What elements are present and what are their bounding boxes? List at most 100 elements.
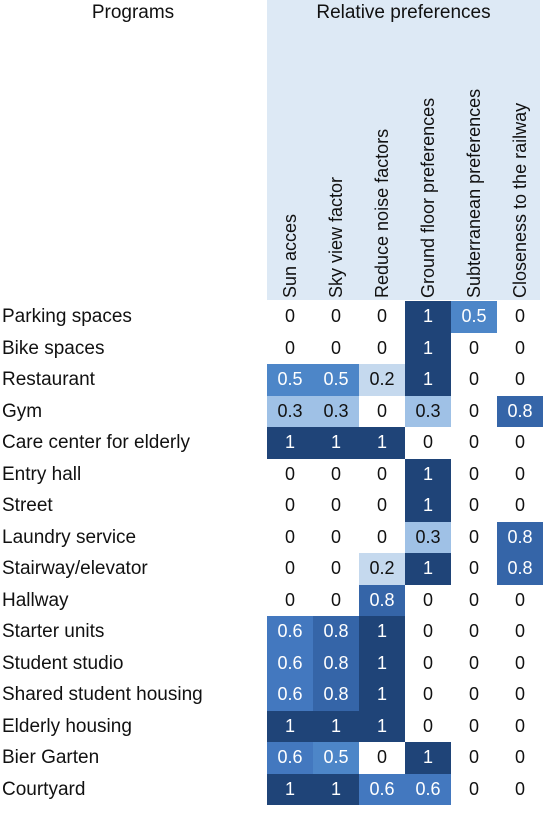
heatmap-cell: 0.3 xyxy=(405,522,451,554)
heatmap-cell: 0.6 xyxy=(267,648,313,680)
heatmap-cell: 0.8 xyxy=(497,522,543,554)
row-label: Bier Garten xyxy=(2,742,99,773)
heatmap-cell: 0 xyxy=(405,648,451,680)
heatmap-cell: 0 xyxy=(359,301,405,333)
heatmap-cell: 0.3 xyxy=(405,396,451,428)
relative-preferences-header: Relative preferences xyxy=(267,2,540,24)
heatmap-cell: 1 xyxy=(359,616,405,648)
heatmap-cell: 0 xyxy=(267,522,313,554)
heatmap-cell: 0.6 xyxy=(405,774,451,806)
heatmap-cell: 1 xyxy=(405,301,451,333)
heatmap-cell: 0 xyxy=(451,396,497,428)
heatmap-cell: 0 xyxy=(497,774,543,806)
heatmap-cell: 0 xyxy=(405,616,451,648)
heatmap-cell: 0.5 xyxy=(313,364,359,396)
heatmap-cell: 0 xyxy=(497,585,543,617)
heatmap-cell: 1 xyxy=(359,427,405,459)
row-label: Gym xyxy=(2,396,42,427)
heatmap-cell: 0.3 xyxy=(267,396,313,428)
heatmap-cell: 0 xyxy=(267,301,313,333)
heatmap-cell: 0 xyxy=(359,742,405,774)
column-label-1: Sun acces xyxy=(278,214,302,298)
heatmap-cell: 1 xyxy=(267,427,313,459)
heatmap-cell: 0.2 xyxy=(359,553,405,585)
heatmap-cell: 0.8 xyxy=(497,396,543,428)
heatmap-cell: 0.8 xyxy=(359,585,405,617)
heatmap-cell: 0.6 xyxy=(359,774,405,806)
heatmap-cell: 0 xyxy=(451,427,497,459)
heatmap-cell: 0 xyxy=(313,490,359,522)
heatmap-cell: 0 xyxy=(313,585,359,617)
row-label: Street xyxy=(2,490,53,521)
heatmap-cell: 1 xyxy=(405,364,451,396)
row-label: Starter units xyxy=(2,616,104,647)
heatmap-cell: 0 xyxy=(359,333,405,365)
heatmap-cell: 0 xyxy=(359,522,405,554)
column-label-4: Ground floor preferences xyxy=(416,98,440,298)
heatmap-cell: 0 xyxy=(497,364,543,396)
heatmap-cell: 0.8 xyxy=(313,679,359,711)
heatmap-cell: 0 xyxy=(451,742,497,774)
row-label: Care center for elderly xyxy=(2,427,190,458)
heatmap-cell: 0 xyxy=(497,301,543,333)
heatmap-cell: 1 xyxy=(359,711,405,743)
row-label: Entry hall xyxy=(2,459,81,490)
heatmap-cell: 0 xyxy=(497,333,543,365)
heatmap-cell: 1 xyxy=(405,459,451,491)
heatmap-cell: 0 xyxy=(313,522,359,554)
heatmap-cell: 0 xyxy=(451,459,497,491)
heatmap-cell: 0.2 xyxy=(359,364,405,396)
heatmap-cell: 0 xyxy=(497,711,543,743)
heatmap-cell: 0 xyxy=(451,648,497,680)
column-label-2: Sky view factor xyxy=(324,177,348,298)
heatmap-cell: 0.6 xyxy=(267,679,313,711)
heatmap-cell: 0 xyxy=(359,490,405,522)
heatmap-cell: 0.5 xyxy=(267,364,313,396)
heatmap-cell: 0 xyxy=(497,742,543,774)
heatmap-cell: 0.6 xyxy=(267,616,313,648)
heatmap-cell: 0 xyxy=(267,490,313,522)
heatmap-cell: 0 xyxy=(267,585,313,617)
heatmap-cell: 0 xyxy=(359,459,405,491)
heatmap-cell: 0 xyxy=(313,553,359,585)
heatmap-cell: 1 xyxy=(313,774,359,806)
row-label: Bike spaces xyxy=(2,333,104,364)
heatmap-cell: 0 xyxy=(451,333,497,365)
heatmap-cell: 1 xyxy=(359,679,405,711)
column-label-3: Reduce noise factors xyxy=(370,129,394,298)
heatmap-cell: 1 xyxy=(313,427,359,459)
heatmap-cell: 0 xyxy=(497,679,543,711)
heatmap-cell: 0 xyxy=(405,585,451,617)
heatmap-cell: 0.5 xyxy=(451,301,497,333)
row-label: Laundry service xyxy=(2,522,136,553)
row-label: Student studio xyxy=(2,648,123,679)
heatmap-cell: 0 xyxy=(313,459,359,491)
heatmap-cell: 0 xyxy=(267,553,313,585)
heatmap-cell: 1 xyxy=(313,711,359,743)
heatmap-cell: 1 xyxy=(267,711,313,743)
heatmap-cell: 0 xyxy=(267,459,313,491)
column-label-6: Closeness to the railway xyxy=(508,103,532,298)
heatmap-cell: 1 xyxy=(267,774,313,806)
heatmap-cell: 0 xyxy=(313,333,359,365)
heatmap-cell: 0 xyxy=(497,616,543,648)
heatmap-cell: 0 xyxy=(405,679,451,711)
row-label: Shared student housing xyxy=(2,679,203,710)
row-label: Elderly housing xyxy=(2,711,132,742)
heatmap-cell: 0 xyxy=(451,711,497,743)
row-label: Courtyard xyxy=(2,774,85,805)
heatmap-cell: 0 xyxy=(405,711,451,743)
heatmap-cell: 1 xyxy=(405,553,451,585)
row-label: Parking spaces xyxy=(2,301,132,332)
heatmap-cell: 0 xyxy=(451,490,497,522)
column-label-5: Subterranean preferences xyxy=(462,89,486,298)
preferences-header-band xyxy=(267,0,540,300)
heatmap-cell: 0 xyxy=(497,490,543,522)
heatmap-cell: 1 xyxy=(359,648,405,680)
heatmap-cell: 1 xyxy=(405,490,451,522)
heatmap-cell: 0 xyxy=(313,301,359,333)
heatmap-cell: 0 xyxy=(451,522,497,554)
heatmap-cell: 0 xyxy=(451,774,497,806)
heatmap-cell: 0 xyxy=(497,459,543,491)
